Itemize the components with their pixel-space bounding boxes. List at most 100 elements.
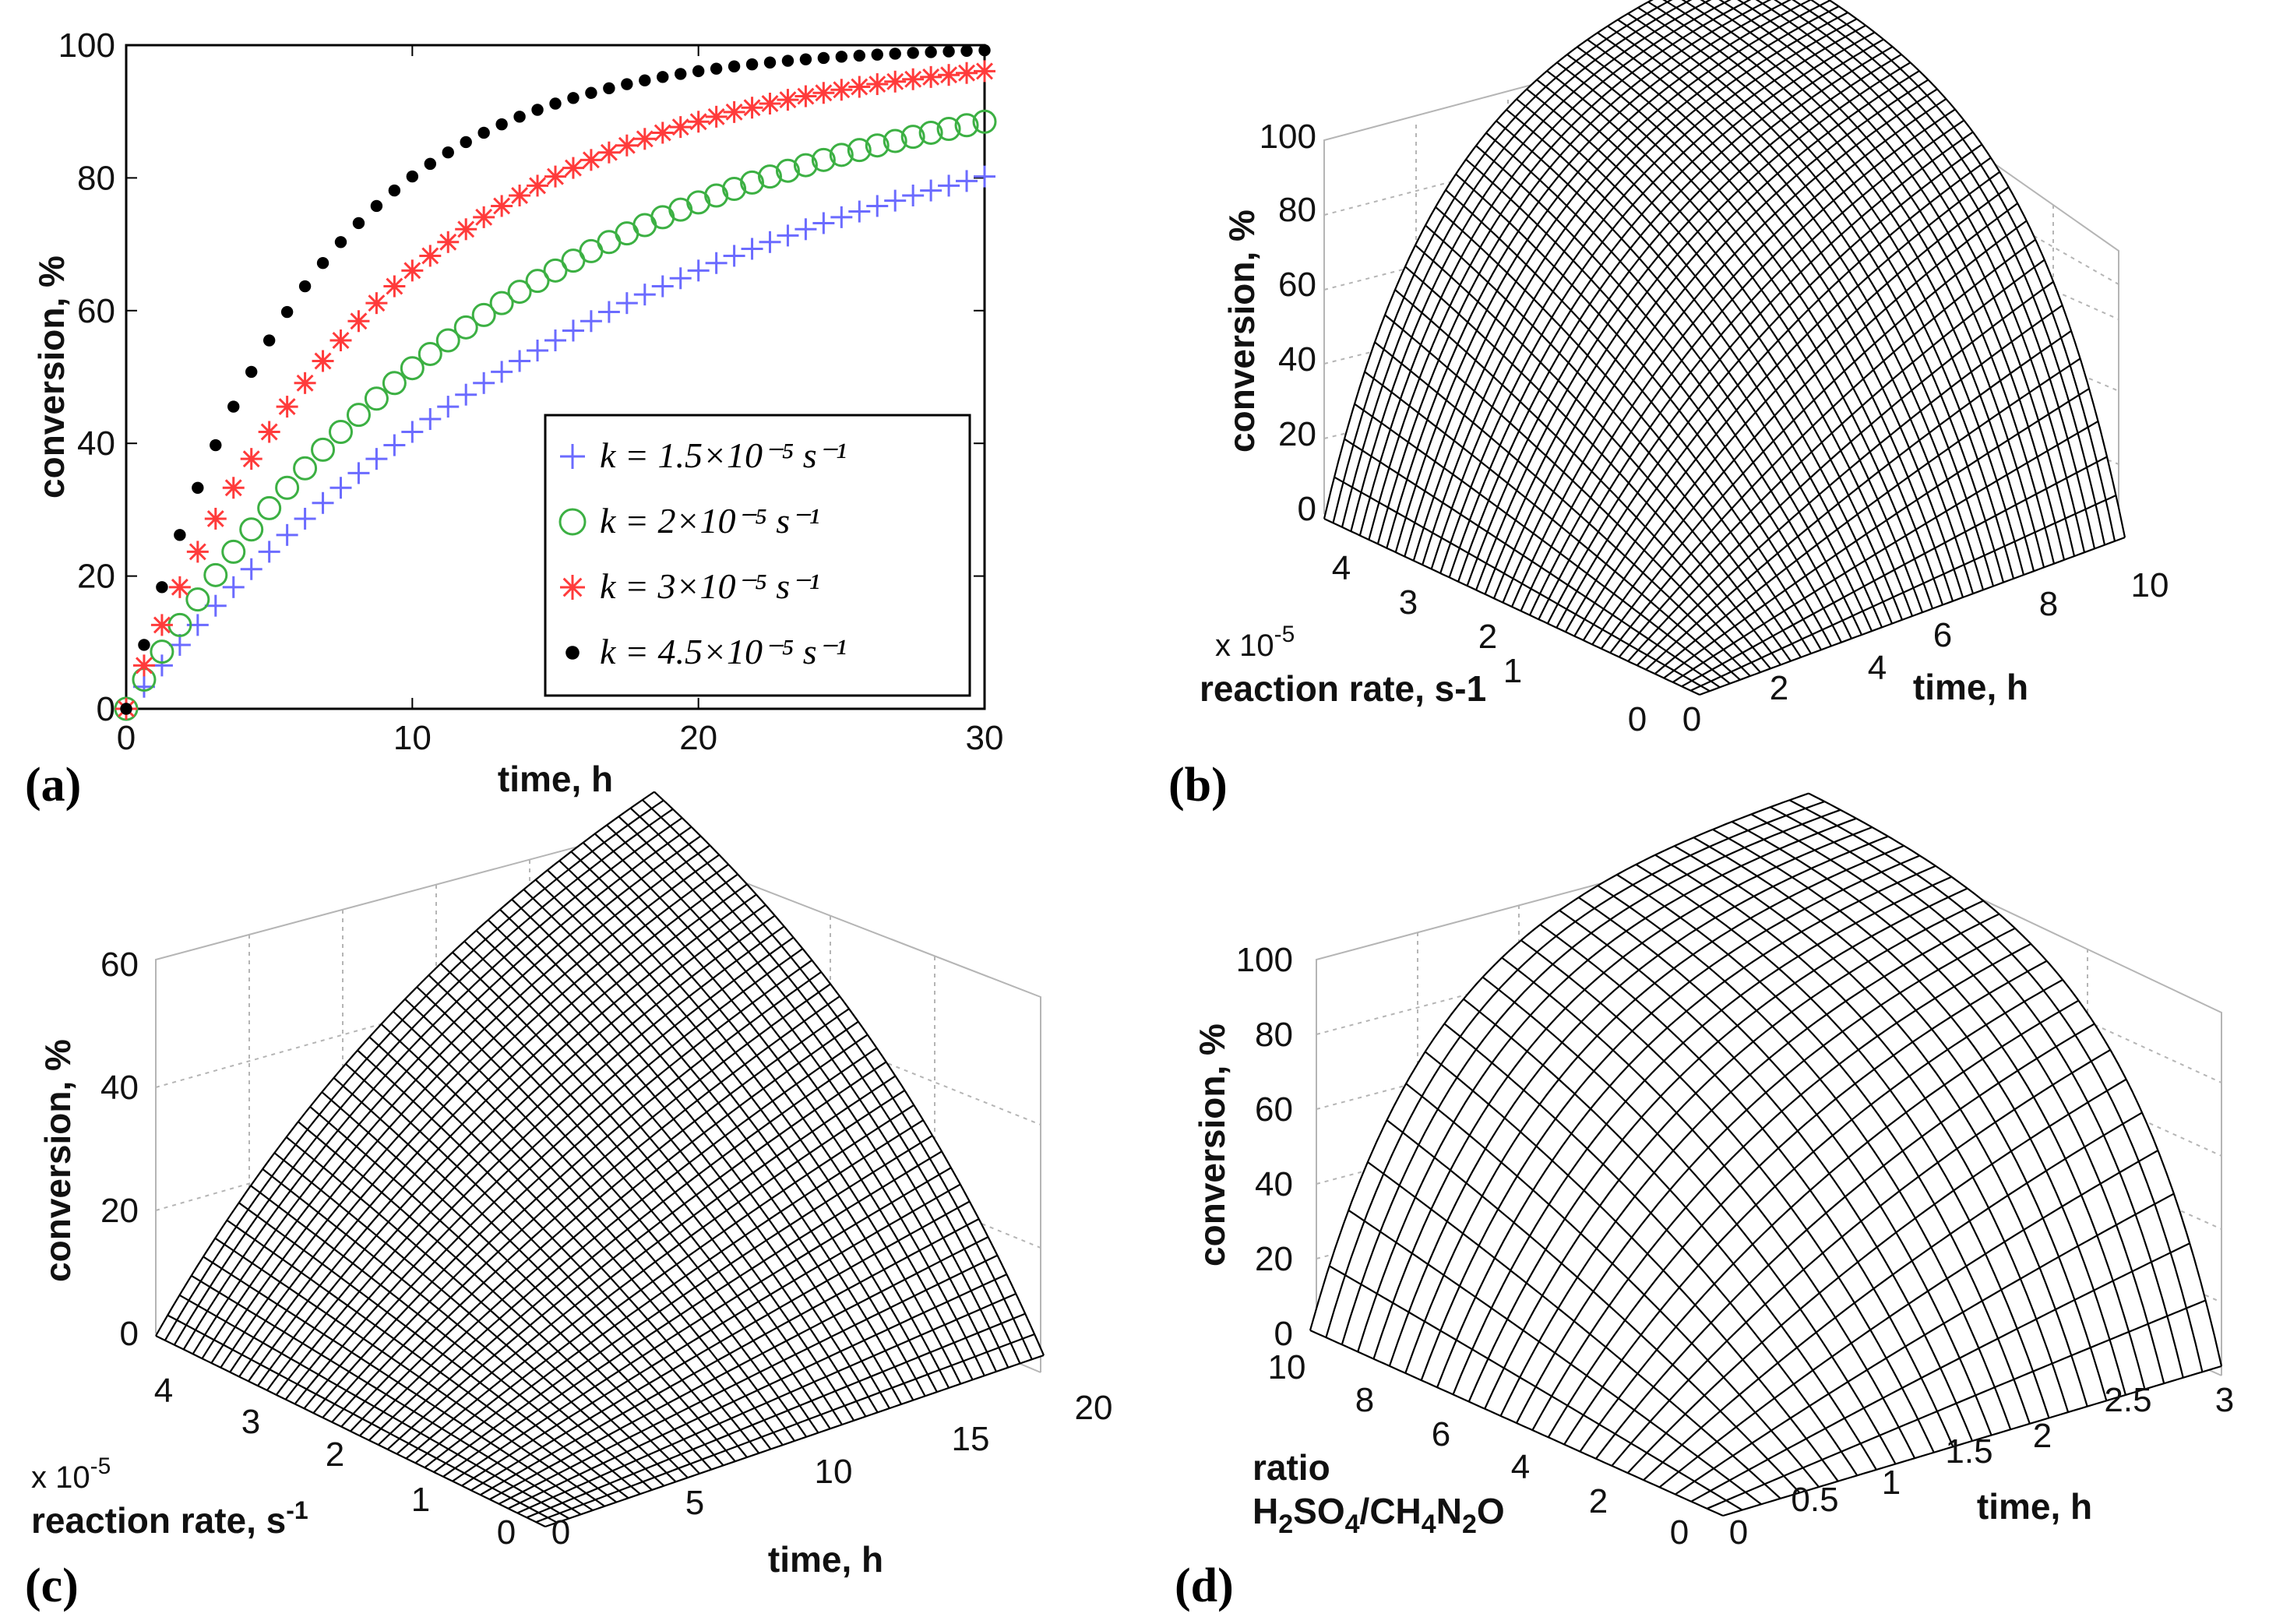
c-ylabel-sup: -1 (286, 1496, 308, 1524)
surface-gridline (1386, 0, 1792, 548)
b-y-tick: 3 (1399, 583, 1418, 622)
panel-a-label: (a) (25, 759, 81, 812)
marker-circle (311, 437, 336, 462)
surface-gridline (210, 844, 711, 1364)
surface-gridline (1502, 79, 1929, 604)
marker-circle (221, 539, 246, 564)
surface-gridline (1636, 305, 2063, 667)
b-y-tick: 0 (1628, 700, 1647, 738)
marker-circle (382, 371, 407, 396)
surface-gridline (405, 1089, 906, 1460)
surface-gridline (1439, 24, 1866, 574)
marker-circle (811, 147, 836, 172)
surface-gridline (1520, 98, 1947, 611)
marker-dot (406, 170, 419, 183)
surface-gridline (1309, 792, 1809, 1331)
marker-dot (442, 146, 454, 159)
surface-gridline (1643, 1111, 2143, 1481)
surface-gridline (192, 826, 692, 1355)
marker-star (296, 374, 314, 392)
surface-gridline (1563, 978, 2063, 1446)
marker-star (851, 78, 868, 96)
formula-sub: 4 (1345, 1510, 1360, 1539)
b-z-tick: 60 (1278, 266, 1316, 304)
marker-star (904, 70, 922, 88)
marker-dot (567, 92, 580, 104)
b-y-tick: 2 (1478, 618, 1497, 656)
marker-dot (799, 53, 812, 65)
surface-gridline (414, 1104, 914, 1464)
series-1 (114, 109, 997, 721)
panel-b-label: (b) (1168, 759, 1228, 812)
surface-gridline (1654, 358, 2081, 675)
surface-gridline (1690, 1242, 2190, 1502)
surface-gridline (1538, 119, 1965, 620)
marker-star (868, 76, 886, 93)
surface-gridline (1394, 0, 1813, 553)
marker-circle (525, 269, 550, 294)
d-y-tick: 6 (1432, 1415, 1450, 1453)
marker-star (815, 84, 833, 102)
marker-star (188, 543, 206, 561)
b-x-tick: 8 (2039, 585, 2058, 623)
marker-star (224, 479, 242, 497)
marker-dot (262, 334, 276, 347)
panel-d-zlabel: conversion, % (1192, 1023, 1232, 1266)
surface-gridline (1600, 220, 2028, 650)
surface-gridline (312, 959, 813, 1414)
marker-circle (883, 129, 907, 153)
d-x-tick: 3 (2215, 1381, 2234, 1419)
surface-fill (1310, 793, 2221, 1516)
b-z-tick: 40 (1278, 340, 1316, 379)
marker-circle (203, 562, 228, 587)
formula-sub: 2 (1462, 1510, 1477, 1539)
surface-gridline (1547, 960, 2048, 1438)
surface-gridline (1579, 999, 2080, 1453)
d-y-tick: 8 (1355, 1381, 1374, 1419)
panel-c-ticks: 0 20 40 60 0 1 2 3 4 0 5 10 15 20 (100, 946, 1112, 1552)
c-z-tick: 40 (100, 1069, 139, 1107)
marker-star (386, 277, 403, 295)
c-y-tick: 0 (497, 1513, 516, 1552)
panel-c: 0 20 40 60 0 1 2 3 4 0 5 10 15 20 conver… (25, 791, 1112, 1612)
marker-star (618, 136, 636, 154)
panel-d-label: (d) (1175, 1559, 1234, 1612)
marker-dot (817, 51, 830, 65)
surface-gridline (155, 791, 655, 1337)
d-x-tick: 2.5 (2104, 1381, 2151, 1419)
marker-star (958, 64, 976, 82)
surface-gridline (433, 1135, 933, 1473)
marker-dot (621, 78, 633, 90)
surface-gridline (238, 873, 738, 1378)
marker-circle (972, 109, 997, 134)
marker-star (511, 187, 529, 204)
marker-star (529, 177, 547, 195)
marker-dot (745, 58, 759, 71)
surface-gridline (544, 1354, 1045, 1528)
marker-dot (210, 439, 222, 452)
marker-dot (352, 217, 365, 230)
c-x-tick: 0 (551, 1513, 570, 1552)
surface-gridline (1516, 927, 2016, 1424)
surface-gridline (1611, 1048, 2111, 1467)
marker-star (206, 509, 224, 527)
marker-circle (239, 517, 264, 542)
marker-circle (185, 587, 210, 612)
panel-b-ticks: 0 20 40 60 80 100 0 1 2 3 4 0 2 4 6 8 10 (1260, 118, 2169, 738)
surface-gridline (377, 1047, 878, 1446)
surface-gridline (1448, 31, 1876, 578)
marker-circle (758, 164, 782, 189)
marker-circle (954, 113, 979, 138)
marker-star (600, 143, 618, 161)
panel-c-multiplier: x 10-5 (31, 1453, 111, 1495)
a-y-tick-label: 40 (77, 424, 115, 463)
formula-part: H (1253, 1491, 1278, 1531)
marker-star (636, 130, 654, 148)
surface-gridline (424, 1119, 924, 1469)
marker-dot (710, 62, 723, 75)
marker-circle (936, 117, 961, 142)
surface-gridline (470, 1200, 971, 1492)
panel-d-ylabel-line1: ratio (1253, 1447, 1330, 1488)
surface-gridline (452, 1167, 952, 1482)
